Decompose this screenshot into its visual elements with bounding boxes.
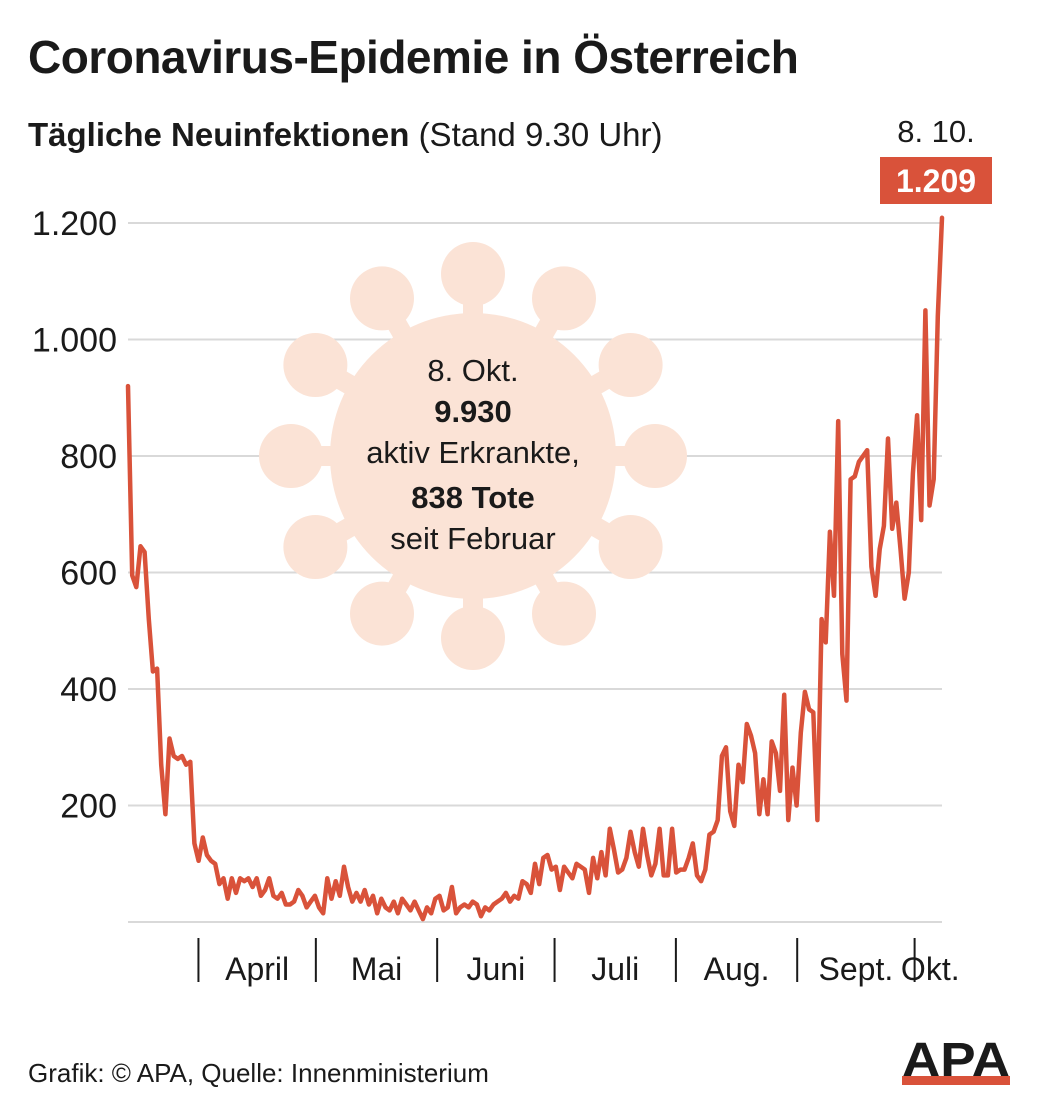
virus-spike-head	[441, 242, 505, 306]
y-tick-label: 1.200	[32, 205, 117, 243]
subtitle-rest: (Stand 9.30 Uhr)	[418, 116, 663, 153]
callout-date: 8. Okt.	[427, 353, 518, 388]
x-axis: April Mai Juni Juli Aug. Sept. Okt.	[197, 938, 960, 987]
y-axis-ticks: 200 400 600 800 1.000 1.200	[32, 205, 117, 826]
chart-subtitle: Tägliche Neuinfektionen (Stand 9.30 Uhr)	[28, 116, 663, 154]
callout-deaths: 838 Tote	[411, 480, 534, 515]
x-tick-label: Okt.	[901, 951, 960, 987]
end-label-box	[880, 157, 992, 204]
series-line	[125, 215, 945, 922]
virus-spike-head	[259, 424, 323, 488]
y-tick-label: 200	[60, 788, 117, 826]
virus-spike-head	[350, 266, 414, 331]
series-line-group	[125, 215, 945, 922]
x-tick-label: Mai	[351, 951, 403, 987]
y-tick-label: 1.000	[32, 322, 117, 360]
apa-logo-stripe	[902, 1076, 1010, 1085]
x-tick-label: April	[225, 951, 289, 987]
end-label-date: 8. 10.	[897, 114, 975, 149]
virus-spike-head	[350, 581, 414, 646]
subtitle-bold: Tägliche Neuinfektionen	[28, 116, 410, 153]
virus-spike-head	[441, 606, 505, 670]
x-tick-label: Sept.	[819, 951, 894, 987]
virus-spike-head	[598, 515, 663, 579]
chart-title: Coronavirus-Epidemie in Österreich	[28, 31, 799, 83]
y-tick-label: 400	[60, 671, 117, 709]
virus-spike-head	[623, 424, 687, 488]
end-label-value: 1.209	[896, 163, 976, 199]
virus-spike-head	[598, 333, 663, 397]
virus-spike-head	[532, 266, 596, 331]
x-tick-label: Aug.	[704, 951, 770, 987]
y-tick-label: 800	[60, 438, 117, 476]
x-tick-label: Juli	[591, 951, 639, 987]
footer-source: Grafik: © APA, Quelle: Innenministerium	[28, 1058, 489, 1088]
y-tick-label: 600	[60, 555, 117, 593]
apa-logo: APA	[902, 1034, 1010, 1087]
callout-active-label: aktiv Erkrankte,	[366, 435, 580, 470]
virus-spike-head	[532, 581, 596, 646]
x-tick-label: Juni	[467, 951, 526, 987]
callout-text: 8. Okt. 9.930 aktiv Erkrankte, 838 Tote …	[366, 353, 580, 556]
virus-illustration	[259, 242, 687, 670]
virus-body	[330, 313, 616, 599]
callout-active-value: 9.930	[434, 394, 512, 429]
callout-since: seit Februar	[390, 521, 555, 556]
virus-spike-head	[283, 333, 348, 397]
end-label: 8. 10. 1.209	[880, 114, 992, 204]
virus-spike-head	[283, 515, 348, 579]
